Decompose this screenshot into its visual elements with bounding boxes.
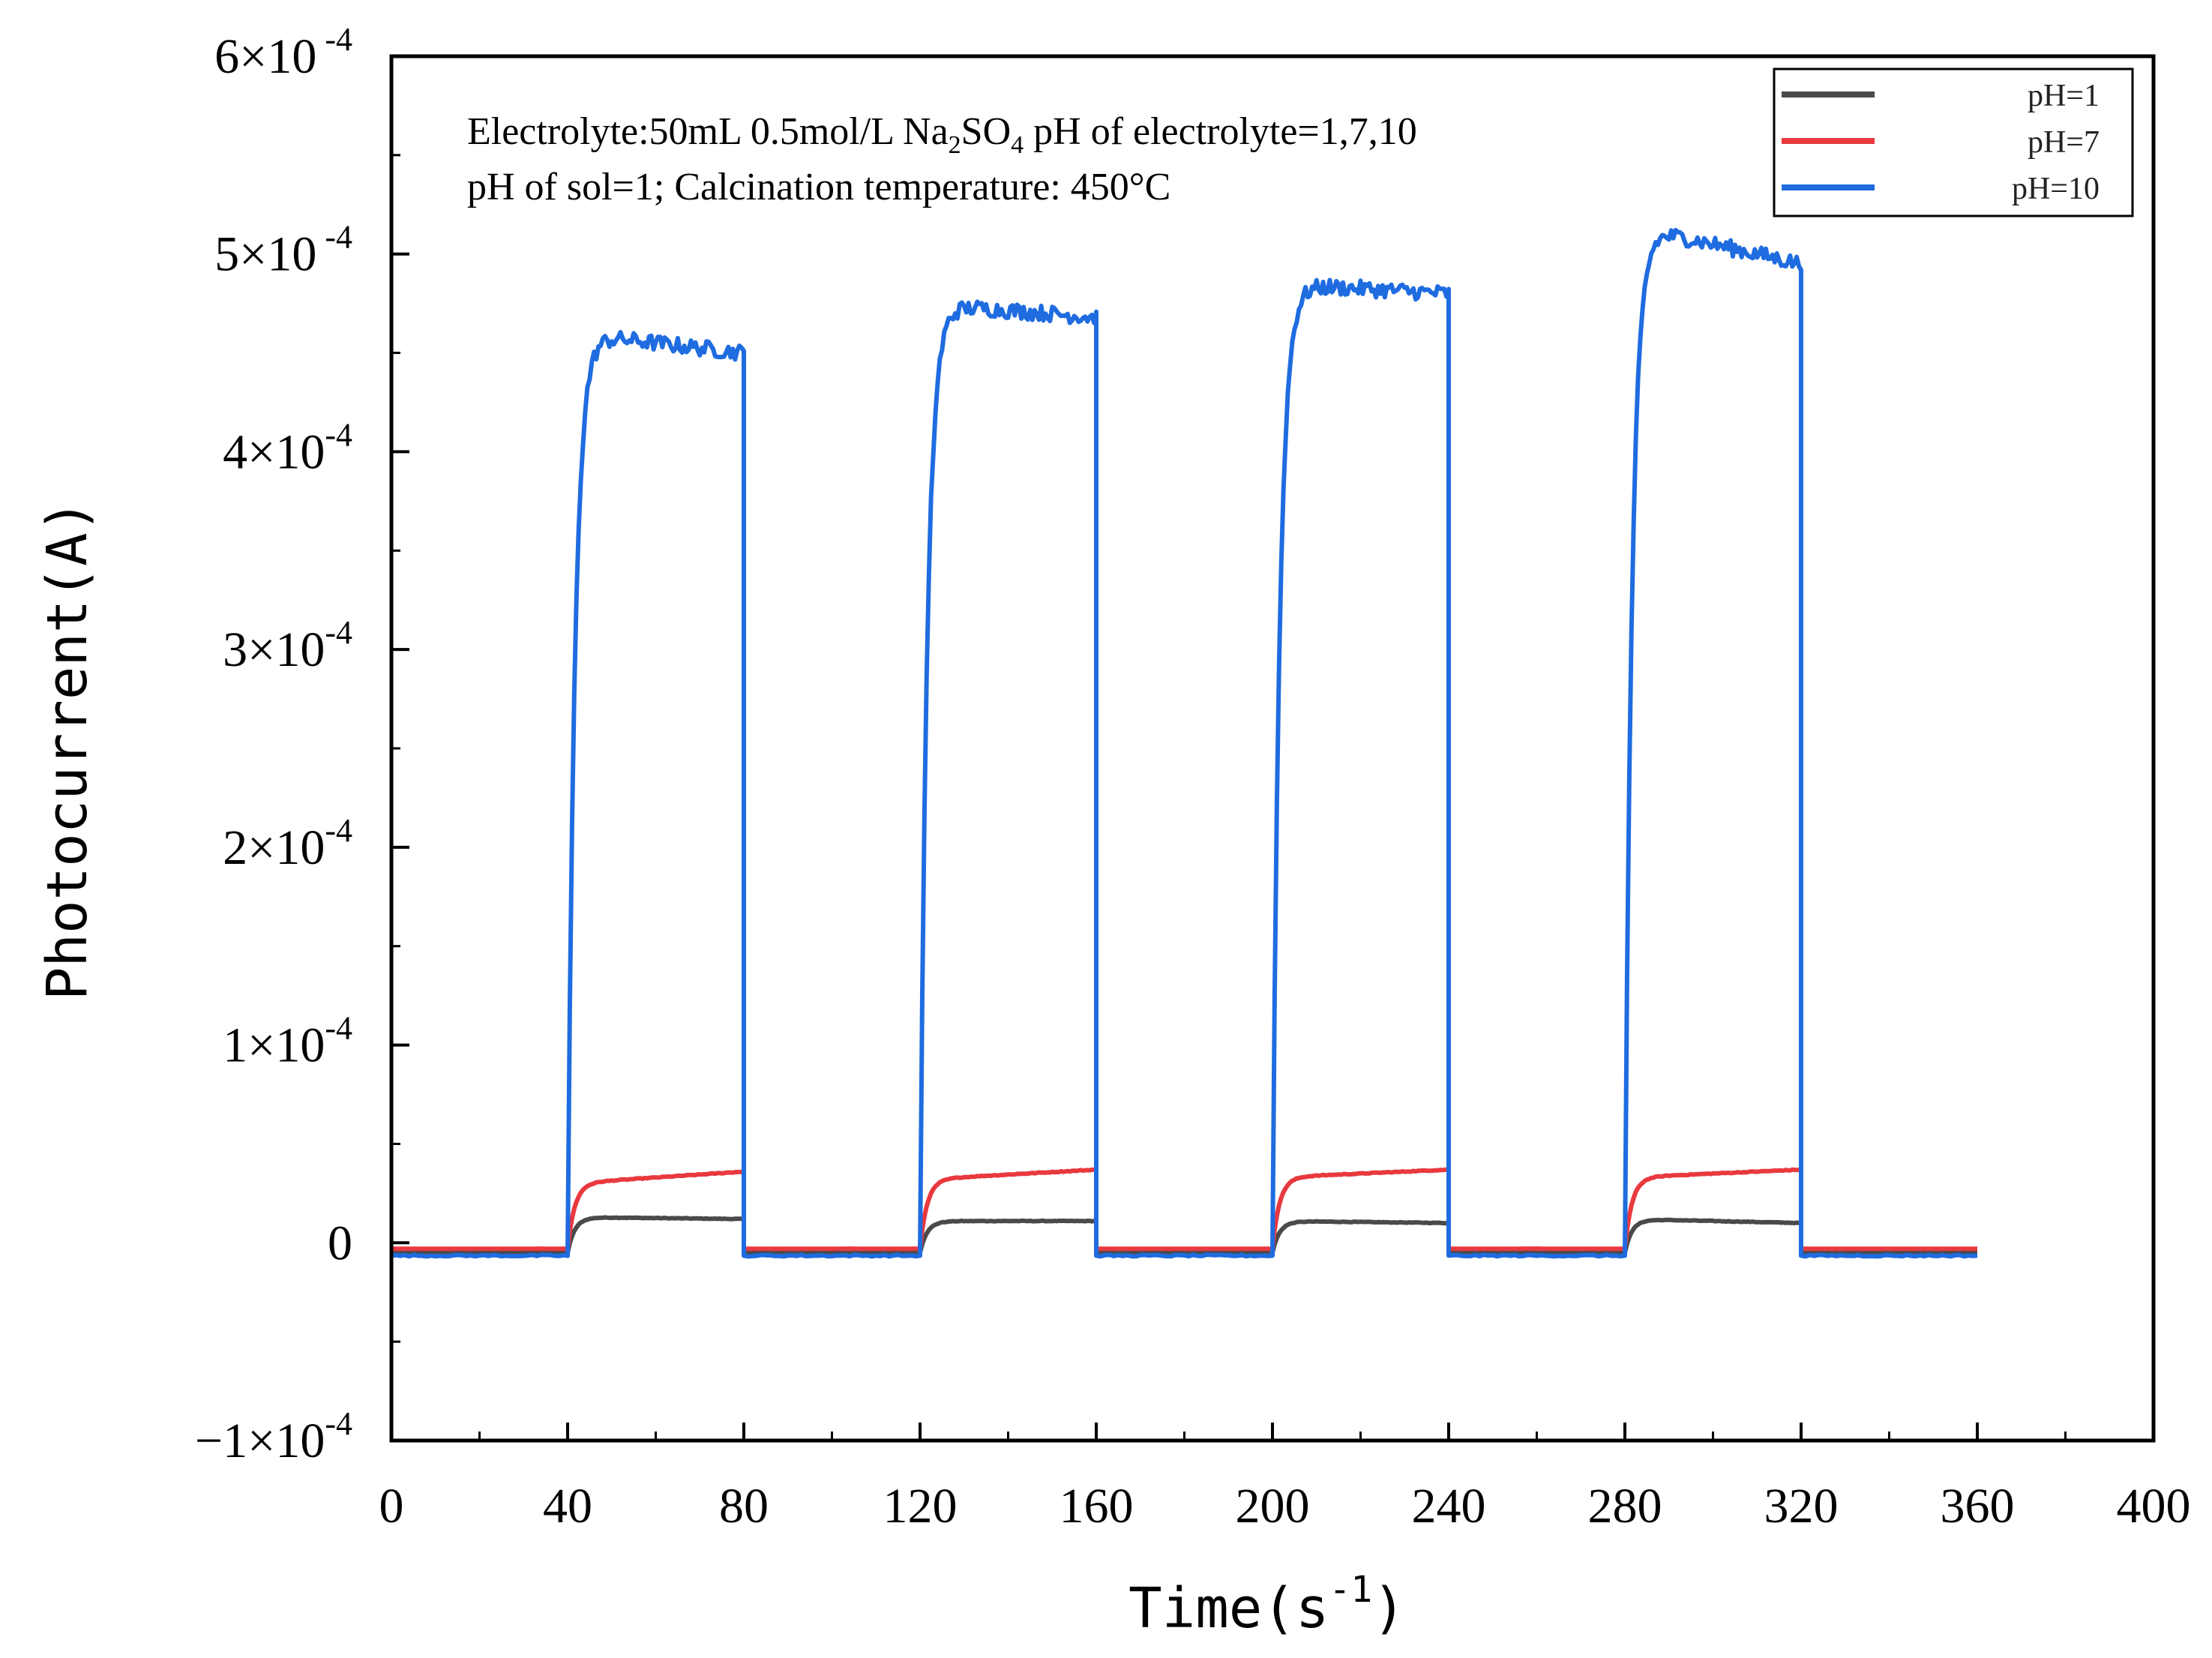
axis-layer: 0 40 80 120 160 200 240 280 320 360 400 6×10 -4 5×10… <box>195 21 2191 1534</box>
annotation-line-1: Electrolyte:50mL 0.5mol/L Na2SO4 pH of e… <box>467 110 1417 159</box>
legend: pH=1 pH=7 pH=10 <box>1773 67 2134 217</box>
y-tick-label: 6×10 -4 <box>214 21 352 84</box>
x-tick-label: 120 <box>883 1479 958 1534</box>
x-tick-label: 200 <box>1236 1479 1310 1534</box>
series-layer <box>391 227 1978 1259</box>
y-tick-label: 2×10-4 <box>223 812 352 875</box>
series-line-ph-1 <box>391 1215 1977 1255</box>
x-tick-label: 40 <box>543 1479 592 1534</box>
y-axis-title: Photocurrent(A) <box>35 499 100 1000</box>
legend-label: pH=1 <box>2028 79 2100 113</box>
y-tick-label: 0 <box>328 1216 352 1270</box>
y-tick-label: 5×10 -4 <box>214 219 352 282</box>
series-line-ph-7 <box>391 1167 1977 1252</box>
series-line-ph-10 <box>391 227 1978 1259</box>
x-tick-label: 360 <box>1941 1479 2015 1534</box>
x-axis-title: Time(s-1) <box>1128 1569 1406 1641</box>
y-tick-label: 3×10-4 <box>223 614 352 677</box>
y-tick-label: 1×10-4 <box>223 1010 352 1073</box>
x-tick-label: 400 <box>2117 1479 2191 1534</box>
legend-label: pH=10 <box>2012 172 2100 206</box>
annotation: Electrolyte:50mL 0.5mol/L Na2SO4 pH of e… <box>467 110 1417 208</box>
x-tick-label: 320 <box>1764 1479 1839 1534</box>
legend-entries: pH=1 pH=7 pH=10 <box>1782 79 2100 206</box>
x-tick-label: 0 <box>379 1479 404 1534</box>
annotation-line-2: pH of sol=1; Calcination temperature: 45… <box>467 166 1170 208</box>
x-tick-label: 80 <box>719 1479 769 1534</box>
y-tick-label: −1×10-4 <box>195 1405 352 1468</box>
x-tick-label: 280 <box>1588 1479 1662 1534</box>
y-tick-label: 4×10-4 <box>223 416 352 479</box>
legend-label: pH=7 <box>2028 125 2100 160</box>
x-tick-label: 240 <box>1412 1479 1486 1534</box>
x-tick-label: 160 <box>1060 1479 1134 1534</box>
